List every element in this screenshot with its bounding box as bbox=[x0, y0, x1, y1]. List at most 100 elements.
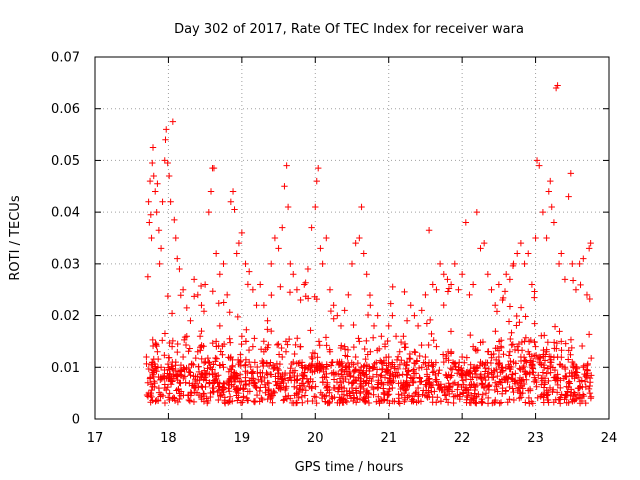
data-point bbox=[581, 378, 589, 385]
data-point bbox=[200, 343, 207, 350]
data-point bbox=[467, 376, 475, 383]
data-point bbox=[537, 354, 544, 362]
data-point bbox=[182, 379, 189, 386]
data-point bbox=[344, 346, 352, 354]
data-point bbox=[533, 378, 540, 386]
data-point bbox=[190, 398, 198, 406]
data-point bbox=[531, 374, 538, 381]
data-point bbox=[371, 360, 378, 368]
data-point bbox=[504, 399, 511, 406]
data-point bbox=[370, 385, 377, 393]
data-point bbox=[369, 365, 377, 372]
data-point bbox=[148, 234, 155, 242]
data-point bbox=[578, 342, 586, 350]
data-point bbox=[374, 381, 381, 388]
data-point bbox=[154, 355, 162, 363]
data-point bbox=[352, 399, 360, 406]
data-point bbox=[311, 293, 318, 301]
data-point bbox=[217, 348, 224, 355]
data-point bbox=[473, 381, 481, 389]
data-point bbox=[502, 376, 509, 384]
data-point bbox=[505, 352, 513, 359]
data-point bbox=[333, 378, 341, 386]
data-point bbox=[194, 291, 201, 299]
data-point bbox=[326, 346, 333, 353]
data-point bbox=[322, 365, 330, 373]
data-point bbox=[426, 375, 433, 382]
data-point bbox=[312, 203, 319, 211]
data-point bbox=[213, 373, 220, 380]
data-point bbox=[503, 271, 510, 278]
data-point bbox=[425, 227, 433, 234]
data-point bbox=[536, 359, 543, 366]
data-point bbox=[213, 355, 220, 362]
data-point bbox=[394, 365, 402, 373]
data-point bbox=[577, 281, 584, 289]
data-point bbox=[190, 293, 198, 300]
data-point bbox=[149, 159, 156, 167]
data-point bbox=[232, 370, 240, 377]
data-point bbox=[167, 198, 174, 205]
data-point bbox=[249, 286, 257, 293]
data-point bbox=[549, 364, 557, 371]
data-point bbox=[429, 281, 436, 288]
data-point bbox=[536, 162, 543, 169]
data-point bbox=[307, 327, 314, 334]
data-point bbox=[482, 376, 489, 384]
data-point bbox=[386, 385, 393, 393]
data-point bbox=[545, 188, 552, 195]
data-point bbox=[287, 365, 294, 372]
data-point bbox=[551, 345, 558, 352]
data-point bbox=[478, 379, 485, 387]
data-point bbox=[443, 396, 450, 403]
data-point bbox=[452, 363, 460, 370]
data-point bbox=[244, 281, 252, 288]
data-point bbox=[220, 299, 227, 306]
data-point bbox=[389, 312, 396, 319]
data-point bbox=[154, 180, 161, 187]
data-point bbox=[289, 369, 297, 376]
data-point bbox=[414, 322, 422, 330]
axis-ticks bbox=[94, 56, 610, 420]
data-point bbox=[482, 390, 490, 397]
data-point bbox=[370, 322, 378, 330]
data-point bbox=[387, 363, 395, 371]
data-point bbox=[174, 376, 181, 384]
data-point bbox=[452, 360, 459, 367]
data-point bbox=[416, 378, 424, 386]
data-point bbox=[149, 366, 157, 374]
data-point bbox=[472, 345, 479, 353]
x-tick-label: 21 bbox=[380, 431, 397, 446]
data-point bbox=[526, 369, 534, 376]
data-point bbox=[477, 374, 485, 381]
data-point bbox=[567, 170, 575, 177]
data-point bbox=[516, 395, 523, 402]
data-point bbox=[197, 373, 204, 381]
data-point bbox=[220, 364, 227, 371]
data-point bbox=[242, 380, 250, 388]
data-point bbox=[518, 338, 526, 346]
data-point bbox=[533, 157, 541, 164]
data-point bbox=[540, 384, 548, 391]
data-point bbox=[448, 388, 456, 395]
data-point bbox=[539, 391, 547, 398]
data-point bbox=[144, 273, 152, 280]
data-point bbox=[168, 343, 176, 350]
data-point bbox=[479, 338, 487, 346]
data-point bbox=[317, 245, 324, 252]
data-point bbox=[506, 348, 514, 355]
y-tick-label: 0.03 bbox=[51, 257, 80, 272]
data-point bbox=[568, 344, 575, 352]
data-point bbox=[537, 361, 545, 368]
data-point bbox=[381, 374, 389, 381]
data-point bbox=[436, 385, 443, 393]
data-point bbox=[519, 389, 526, 397]
data-point bbox=[234, 313, 241, 321]
data-point bbox=[265, 341, 272, 349]
data-point bbox=[288, 360, 295, 368]
data-point bbox=[240, 394, 247, 401]
data-point bbox=[162, 136, 169, 143]
data-point bbox=[352, 239, 359, 247]
data-point bbox=[523, 358, 530, 366]
data-point bbox=[514, 379, 521, 386]
